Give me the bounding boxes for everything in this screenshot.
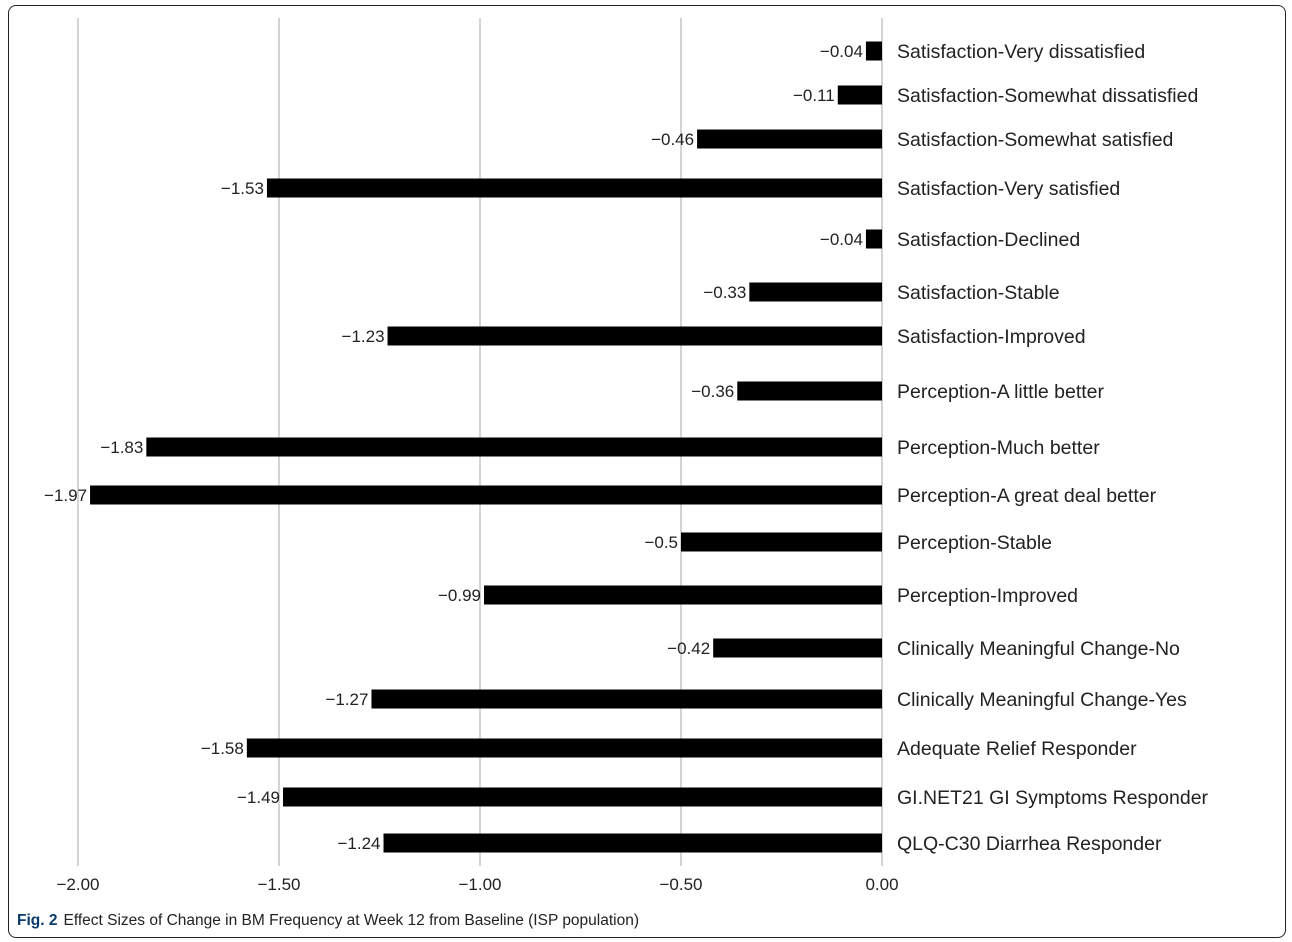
value-label: −0.42 [667,639,710,658]
category-label: Clinically Meaningful Change-Yes [897,689,1187,711]
category-label: Satisfaction-Somewhat dissatisfied [897,85,1198,107]
caption-text: Effect Sizes of Change in BM Frequency a… [63,912,640,929]
value-label: −0.99 [438,586,481,605]
value-label: −1.27 [325,690,368,709]
bar [697,129,882,149]
bar [387,326,882,346]
category-label: GI.NET21 GI Symptoms Responder [897,787,1209,809]
value-label: −1.58 [201,739,244,758]
x-tick-label: −0.50 [659,875,702,894]
category-label: QLQ-C30 Diarrhea Responder [897,833,1162,855]
value-label: −1.49 [237,788,280,807]
category-label: Satisfaction-Declined [897,229,1080,251]
bar [837,85,882,105]
bar [246,738,883,758]
category-label: Perception-Much better [897,437,1100,459]
x-tick-label: 0.00 [865,875,898,894]
category-label: Perception-A great deal better [897,485,1157,507]
category-label: Perception-Improved [897,585,1078,607]
bar [146,437,883,457]
x-tick-label: −1.00 [458,875,501,894]
bar [865,41,882,61]
x-tick-label: −1.50 [257,875,300,894]
category-label: Satisfaction-Very satisfied [897,178,1120,200]
category-label: Satisfaction-Somewhat satisfied [897,129,1173,151]
value-label: −1.24 [338,834,381,853]
value-label: −1.97 [44,486,87,505]
figure-frame [8,5,1286,938]
value-label: −1.23 [342,327,385,346]
value-label: −0.11 [793,86,835,105]
value-label: −0.36 [691,382,734,401]
category-label: Adequate Relief Responder [897,738,1137,760]
bar [713,638,882,658]
bar [484,585,882,605]
bar [283,787,882,807]
bar [266,178,882,198]
value-label: −0.04 [820,230,863,249]
bar [737,381,882,401]
value-label: −0.46 [651,130,694,149]
category-label: Perception-A little better [897,381,1105,403]
bar [749,282,882,302]
value-label: −0.04 [820,42,863,61]
value-label: −1.53 [221,179,264,198]
category-label: Satisfaction-Improved [897,326,1086,348]
value-label: −0.5 [644,533,678,552]
caption-lead: Fig. 2 [17,912,58,929]
bar [371,689,882,709]
category-label: Clinically Meaningful Change-No [897,638,1180,660]
value-label: −0.33 [703,283,746,302]
category-label: Satisfaction-Very dissatisfied [897,41,1145,63]
bar [681,532,882,552]
bar [90,485,882,505]
value-label: −1.83 [100,438,143,457]
category-label: Perception-Stable [897,532,1052,554]
bar [383,833,882,853]
x-tick-label: −2.00 [56,875,99,894]
bar [865,229,882,249]
category-label: Satisfaction-Stable [897,282,1060,304]
figure-caption: Fig. 2 Effect Sizes of Change in BM Frequ… [17,912,639,930]
